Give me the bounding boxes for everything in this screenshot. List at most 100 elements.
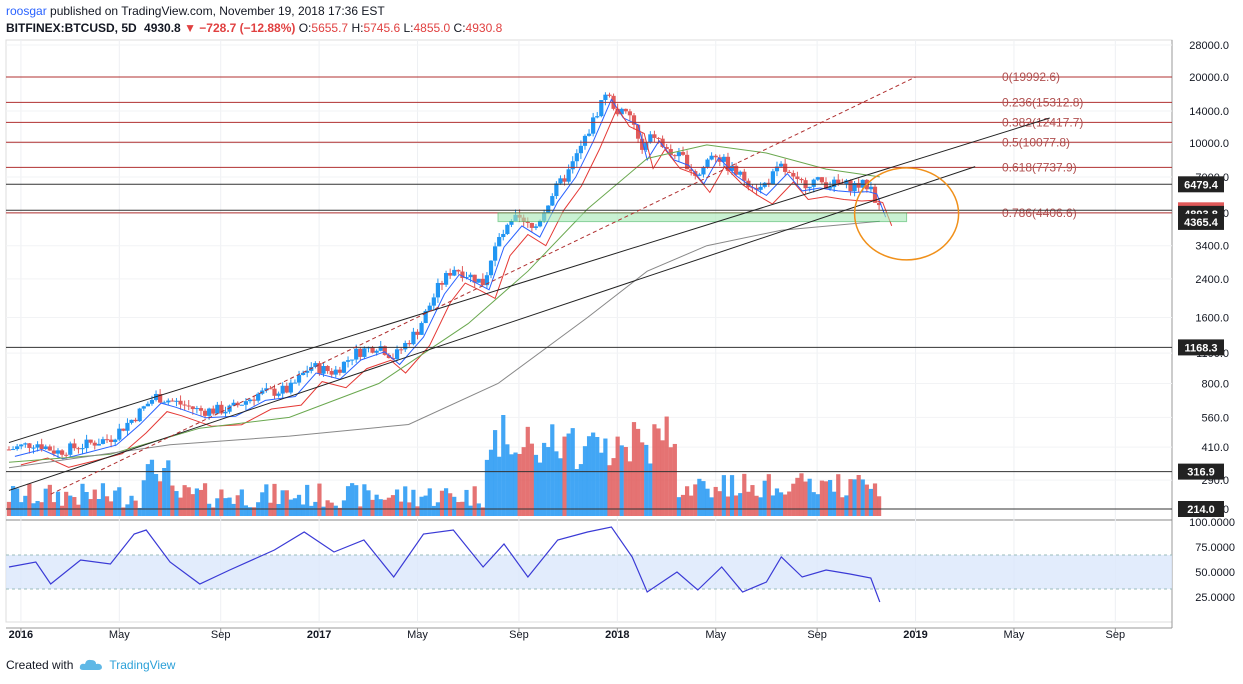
volume-bar <box>501 415 506 516</box>
volume-bar <box>243 505 249 516</box>
footer: Created with TradingView <box>6 658 175 672</box>
candle-body <box>15 446 20 450</box>
candle-body <box>268 388 273 390</box>
volume-bar <box>762 480 767 516</box>
volume-bar <box>689 495 694 516</box>
volume-bar <box>227 497 232 516</box>
candle-body <box>178 400 183 405</box>
volume-bar <box>431 505 436 516</box>
volume-bar <box>852 479 857 516</box>
candle-body <box>321 366 326 374</box>
price-tag-label: 316.9 <box>1187 467 1215 479</box>
volume-bar <box>141 480 146 516</box>
candle-body <box>280 385 285 394</box>
candle-body <box>497 237 502 247</box>
candle-body <box>799 178 804 181</box>
candle-body <box>39 444 44 450</box>
candle-body <box>88 439 93 443</box>
volume-bar <box>529 443 534 516</box>
volume-bar <box>202 483 208 516</box>
candle-body <box>288 382 293 393</box>
candle-body <box>832 179 837 188</box>
fib-dashed-trend-line <box>50 76 916 495</box>
volume-bar <box>791 483 796 516</box>
candle-body <box>836 179 841 184</box>
candle-body <box>811 179 816 187</box>
candle-body <box>778 163 784 167</box>
volume-bar <box>611 458 616 516</box>
volume-bar <box>419 496 424 516</box>
candle-body <box>121 428 126 431</box>
candle-body <box>415 331 420 335</box>
candle-body <box>460 271 465 278</box>
volume-bar <box>807 478 812 516</box>
volume-bar <box>836 474 841 516</box>
candle-body <box>399 349 404 351</box>
candle-body <box>856 182 861 188</box>
close-label: C: <box>453 21 466 35</box>
candle-body <box>725 156 731 171</box>
rsi-tick-label: 50.0000 <box>1195 567 1235 579</box>
low-value: 4855.0 <box>413 21 451 35</box>
candle-body <box>68 443 73 455</box>
volume-bar <box>423 495 428 516</box>
candle-body <box>162 402 167 404</box>
candle-body <box>133 419 138 422</box>
last-price: 4930.8 <box>144 21 181 35</box>
volume-bar <box>439 490 445 516</box>
volume-bar <box>856 475 861 516</box>
candle-body <box>550 196 555 206</box>
volume-bar <box>754 495 759 516</box>
candle-body <box>313 363 318 367</box>
candle-body <box>80 448 85 450</box>
volume-bar <box>186 487 191 516</box>
candle-body <box>202 410 208 416</box>
candle-body <box>51 450 57 454</box>
candle-body <box>411 331 416 345</box>
volume-bar <box>497 456 502 516</box>
price-tick-label: 1600.0 <box>1195 312 1229 324</box>
candle-body <box>488 260 494 276</box>
price-tick-label: 800.0 <box>1201 378 1229 390</box>
tradingview-brand-link[interactable]: TradingView <box>109 658 176 672</box>
symbol-label[interactable]: BITFINEX:BTCUSD, 5D <box>6 21 137 35</box>
candle-body <box>562 178 567 182</box>
candle-body <box>158 393 163 403</box>
candle-body <box>603 94 608 101</box>
volume-bar <box>623 446 628 516</box>
candle-body <box>382 346 387 355</box>
price-tag-box <box>1178 501 1224 517</box>
candle-body <box>341 361 347 373</box>
volume-bar <box>448 493 453 516</box>
candle-body <box>113 439 118 442</box>
volume-bar <box>872 483 878 516</box>
volume-bar <box>235 495 240 516</box>
author-link[interactable]: roosgar <box>6 4 47 18</box>
volume-bar <box>386 497 391 516</box>
volume-bar <box>194 488 199 516</box>
candle-body <box>92 442 97 446</box>
candle-body <box>296 375 302 383</box>
candle-body <box>182 404 187 406</box>
volume-bar <box>717 491 722 516</box>
volume-bar <box>823 481 829 516</box>
volume-bar <box>390 495 396 516</box>
volume-bar <box>374 494 379 516</box>
open-value: 5655.7 <box>311 21 349 35</box>
candle-body <box>742 171 747 181</box>
candle-body <box>10 449 16 451</box>
x-tick-label: Sep <box>509 629 529 641</box>
candle-body <box>231 402 236 406</box>
candle-body <box>595 116 600 118</box>
candle-body <box>170 400 175 402</box>
volume-bar <box>129 495 134 516</box>
tradingview-cloud-icon <box>80 659 103 670</box>
volume-bar <box>803 481 808 516</box>
volume-bar <box>153 474 159 516</box>
candle-body <box>615 108 620 115</box>
candle-body <box>109 439 114 442</box>
candle-body <box>47 446 52 451</box>
candle-body <box>656 137 661 139</box>
volume-bar <box>100 483 106 516</box>
